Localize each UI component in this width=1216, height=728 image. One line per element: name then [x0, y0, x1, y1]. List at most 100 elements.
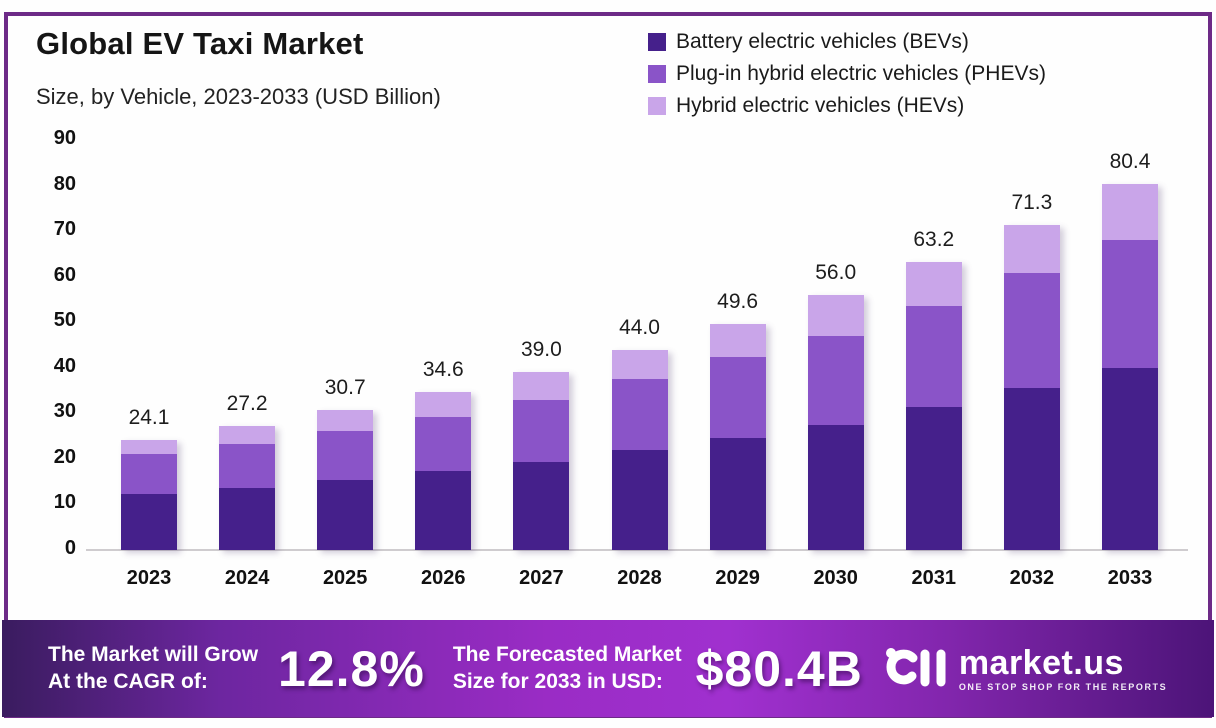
bar-segment-2027-hevs: [513, 372, 570, 401]
bar-2026: 34.6 2026: [415, 358, 472, 589]
x-axis-label-2024: 2024: [224, 567, 270, 589]
cagr-value: 12.8%: [278, 640, 425, 697]
chart-legend: Battery electric vehicles (BEVs) Plug-in…: [648, 30, 1046, 118]
bar-segment-2025-phevs: [317, 431, 374, 481]
bar-total-label-2028: 44.0: [619, 315, 660, 339]
y-axis-tick-30: 30: [53, 400, 76, 423]
x-axis-label-2032: 2032: [1009, 567, 1055, 589]
forecast-label: The Forecasted Market Size for 2033 in U…: [453, 642, 682, 696]
cagr-label-line1: The Market will Grow: [48, 642, 259, 666]
x-axis-label-2025: 2025: [322, 567, 368, 589]
page-title: Global EV Taxi Market: [36, 26, 364, 61]
bar-total-label-2027: 39.0: [520, 338, 562, 362]
legend-swatch-phev: [648, 65, 666, 83]
footer-banner: The Market will Grow At the CAGR of: 12.…: [2, 620, 1214, 717]
x-axis-label-2026: 2026: [421, 567, 466, 589]
bar-segment-2033-bevs: [1102, 368, 1158, 550]
x-axis-line: [86, 549, 1188, 551]
bar-total-label-2026: 34.6: [422, 358, 464, 382]
x-axis-label-2023: 2023: [126, 567, 172, 589]
bar-segment-2029-hevs: [709, 324, 766, 357]
x-axis-label-2028: 2028: [617, 567, 662, 589]
bar-segment-2029-bevs: [709, 437, 766, 550]
bar-segment-2031-phevs: [905, 306, 962, 408]
bar-segment-2023-hevs: [121, 440, 177, 455]
bar-segment-2025-hevs: [317, 410, 374, 432]
bar-segment-2032-phevs: [1003, 273, 1060, 388]
y-axis-tick-10: 10: [53, 491, 76, 514]
bar-total-label-2030: 56.0: [815, 260, 857, 284]
bar-segment-2024-bevs: [219, 487, 276, 550]
bar-segment-2030-hevs: [807, 294, 864, 336]
bar-segment-2033-hevs: [1102, 183, 1158, 240]
market-us-logo-icon: [885, 647, 946, 686]
bar-2033: 80.4 2033: [1102, 150, 1158, 589]
y-axis-tick-90: 90: [53, 127, 76, 149]
y-axis-tick-60: 60: [53, 263, 76, 286]
bar-segment-2028-phevs: [611, 378, 668, 450]
y-axis-tick-70: 70: [53, 218, 76, 241]
bar-segment-2028-hevs: [611, 349, 668, 379]
forecast-label-line2: Size for 2033 in USD:: [452, 669, 663, 693]
cagr-label-line2: At the CAGR of:: [48, 669, 208, 693]
bar-total-label-2029: 49.6: [717, 290, 759, 314]
brand-name: market.us: [958, 643, 1124, 682]
legend-swatch-hev: [648, 97, 666, 115]
bar-total-label-2033: 80.4: [1109, 149, 1151, 173]
bar-2029: 49.6 2029: [709, 290, 766, 589]
forecast-label-line1: The Forecasted Market: [452, 642, 682, 666]
legend-label-bev: Battery electric vehicles (BEVs): [676, 30, 969, 53]
bar-segment-2026-hevs: [415, 392, 472, 418]
bar-2024: 27.2 2024: [219, 392, 276, 589]
forecast-value: $80.4B: [695, 640, 863, 697]
legend-swatch-bev: [648, 33, 666, 51]
bar-segment-2024-hevs: [219, 426, 276, 445]
bar-segment-2027-phevs: [513, 400, 570, 463]
legend-item-bev: Battery electric vehicles (BEVs): [648, 30, 1046, 54]
bar-segment-2029-phevs: [709, 356, 766, 438]
x-axis-label-2029: 2029: [715, 567, 760, 589]
bar-2027: 39.0 2027: [513, 338, 570, 589]
bar-segment-2023-bevs: [121, 494, 177, 550]
bar-total-label-2032: 71.3: [1011, 191, 1053, 215]
brand-tagline: ONE STOP SHOP FOR THE REPORTS: [958, 681, 1168, 692]
bar-segment-2030-bevs: [807, 425, 864, 550]
legend-item-hev: Hybrid electric vehicles (HEVs): [648, 94, 1046, 118]
bar-segment-2027-bevs: [513, 462, 570, 550]
bar-segment-2025-bevs: [317, 480, 374, 550]
bar-2032: 71.3 2032: [1003, 191, 1060, 589]
bar-segment-2033-phevs: [1102, 239, 1158, 369]
bar-2031: 63.2 2031: [905, 228, 962, 589]
y-axis-tick-80: 80: [53, 172, 76, 195]
bar-total-label-2025: 30.7: [324, 376, 366, 400]
x-axis-label-2033: 2033: [1107, 567, 1153, 589]
page-subtitle: Size, by Vehicle, 2023-2033 (USD Billion…: [36, 84, 441, 109]
bar-2028: 44.0 2028: [611, 316, 668, 589]
bar-segment-2031-hevs: [905, 262, 962, 307]
y-axis-tick-20: 20: [53, 445, 76, 468]
bar-segment-2032-hevs: [1003, 225, 1060, 274]
bar-segment-2031-bevs: [905, 407, 962, 550]
legend-label-hev: Hybrid electric vehicles (HEVs): [676, 94, 965, 117]
y-axis-tick-0: 0: [64, 537, 76, 559]
x-axis-label-2027: 2027: [519, 567, 564, 589]
legend-item-phev: Plug-in hybrid electric vehicles (PHEVs): [648, 62, 1046, 86]
x-axis-label-2030: 2030: [813, 567, 858, 589]
bar-segment-2026-phevs: [415, 417, 472, 472]
bar-segment-2026-bevs: [415, 471, 472, 550]
bar-segment-2024-phevs: [219, 444, 276, 488]
bar-total-label-2024: 27.2: [226, 392, 268, 416]
cagr-label: The Market will Grow At the CAGR of:: [48, 642, 258, 696]
bar-total-label-2023: 24.1: [128, 406, 170, 430]
bar-segment-2032-bevs: [1003, 387, 1060, 550]
bar-2023: 24.1 2023: [121, 406, 177, 589]
bar-total-label-2031: 63.2: [913, 228, 955, 252]
y-axis-tick-40: 40: [53, 354, 76, 377]
bar-segment-2030-phevs: [807, 335, 864, 426]
brand-text: market.us ONE STOP SHOP FOR THE REPORTS: [959, 646, 1167, 692]
bar-segment-2023-phevs: [121, 454, 177, 495]
y-axis-tick-50: 50: [53, 309, 76, 332]
bar-segment-2028-bevs: [611, 449, 668, 550]
